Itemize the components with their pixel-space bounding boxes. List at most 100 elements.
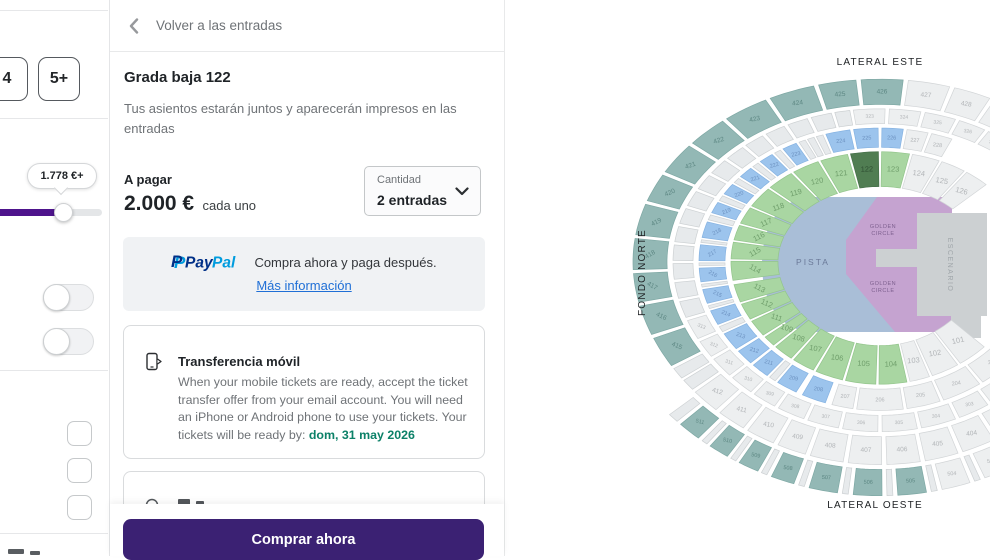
pista-label: PISTA — [796, 257, 830, 267]
map-section-label: 205 — [916, 392, 926, 399]
mobile-transfer-card: Transferencia móvil When your mobile tic… — [123, 325, 485, 459]
map-section-small — [675, 281, 698, 299]
map-section-small — [680, 298, 705, 318]
paypal-banner: P P Pay Pal Compra ahora y paga después.… — [123, 237, 485, 311]
map-section-label: 505 — [906, 478, 915, 484]
map-section-label: 226 — [887, 135, 896, 141]
map-label-lateral-oeste: LATERAL OESTE — [790, 500, 960, 511]
divider — [0, 10, 108, 11]
svg-text:Pay: Pay — [185, 255, 214, 272]
stadium-map[interactable]: PISTA GOLDEN CIRCLE GOLDEN CIRCLE ESCENA… — [505, 0, 990, 556]
filter-checkbox-2[interactable] — [67, 458, 92, 483]
transfer-title: Transferencia móvil — [178, 354, 300, 369]
stage-label: ESCENARIO — [946, 238, 953, 293]
svg-text:Pal: Pal — [212, 255, 236, 272]
pay-label: A pagar — [124, 172, 172, 187]
divider — [0, 533, 108, 534]
map-section-label: 306 — [857, 420, 866, 426]
filter-toggle-1[interactable] — [43, 284, 94, 311]
map-section-label: 427 — [920, 92, 932, 100]
map-section-label: 103 — [907, 355, 920, 365]
map-section-label: 304 — [932, 413, 941, 420]
section-subtitle: Tus asientos estarán juntos y aparecerán… — [124, 99, 486, 138]
map-section-label: 409 — [792, 433, 804, 441]
map-section-label: 307 — [821, 414, 830, 421]
map-section-small — [886, 469, 893, 495]
clipped-text-fragment — [30, 551, 40, 555]
price-row: 2.000 € cada uno — [124, 192, 256, 216]
map-section-label: 104 — [884, 359, 897, 368]
map-section-label: 426 — [877, 89, 888, 96]
quantity-select[interactable]: Cantidad 2 entradas — [364, 166, 481, 216]
golden-circle-label: CIRCLE — [871, 288, 894, 294]
paypal-logo-icon: P P Pay Pal — [171, 252, 247, 272]
map-section-label: 121 — [834, 168, 847, 178]
golden-circle-label: GOLDEN — [870, 224, 896, 230]
filter-sidebar: 4 5+ 1.778 €+ — [0, 0, 110, 556]
map-section-label: 408 — [825, 442, 837, 450]
map-section-small — [688, 192, 715, 212]
divider — [0, 118, 108, 119]
map-section-label: 406 — [896, 446, 907, 453]
filter-checkbox-1[interactable] — [67, 421, 92, 446]
stadium-map-panel: PISTA GOLDEN CIRCLE GOLDEN CIRCLE ESCENA… — [505, 0, 990, 556]
map-section-small — [766, 126, 793, 146]
transfer-body: When your mobile tickets are ready, acce… — [178, 374, 470, 444]
map-section-label: 325 — [933, 120, 942, 127]
price-slider-thumb[interactable] — [54, 203, 73, 222]
golden-circle-label: CIRCLE — [871, 231, 894, 237]
qty-filter-4-button[interactable]: 4 — [0, 57, 28, 101]
paypal-more-info-link[interactable]: Más información — [256, 278, 351, 293]
map-section-small — [680, 209, 705, 228]
map-section-small — [811, 113, 836, 131]
paypal-text: Compra ahora y paga después. — [254, 255, 436, 270]
map-section-label: 508 — [783, 465, 793, 472]
back-to-tickets-link[interactable]: Volver a las entradas — [110, 0, 504, 52]
map-section-label: 407 — [861, 447, 872, 454]
svg-text:P: P — [171, 252, 183, 271]
map-section-label: 424 — [792, 99, 804, 107]
map-section-label: 504 — [947, 471, 957, 478]
map-label-lateral-este: LATERAL ESTE — [795, 57, 965, 68]
filter-toggle-2[interactable] — [43, 328, 94, 355]
map-section-label: 323 — [865, 114, 874, 120]
map-stage-catwalk — [876, 249, 917, 267]
price-slider-track[interactable] — [0, 209, 102, 216]
map-section-small — [673, 245, 694, 261]
quantity-select-value: 2 entradas — [377, 192, 447, 208]
map-section-label: 228 — [933, 142, 943, 149]
map-section-label: 123 — [887, 164, 900, 173]
buy-now-button[interactable]: Comprar ahora — [123, 519, 484, 560]
map-section-label: 225 — [862, 135, 871, 141]
chevron-down-icon — [455, 187, 469, 196]
golden-circle-label: GOLDEN — [870, 281, 896, 287]
map-section-small — [926, 465, 938, 492]
map-section-small — [699, 263, 725, 266]
map-section-small — [698, 176, 725, 196]
map-section-label: 105 — [857, 359, 870, 369]
map-section-small — [835, 111, 853, 128]
map-section-label: 405 — [932, 440, 944, 448]
filter-checkbox-3[interactable] — [67, 495, 92, 520]
map-section-label: 124 — [912, 168, 925, 178]
price-slider-tooltip: 1.778 €+ — [27, 163, 97, 189]
price-suffix: cada uno — [203, 198, 257, 213]
toggle-knob — [43, 328, 70, 355]
map-section-label: 208 — [813, 386, 823, 393]
chevron-left-icon — [129, 18, 139, 34]
map-section-label: 425 — [834, 91, 846, 99]
map-section-label: 207 — [840, 394, 850, 401]
map-section-label: 102 — [928, 348, 942, 359]
clipped-text-fragment — [8, 549, 24, 554]
ticket-detail-panel: Volver a las entradas Grada baja 122 Tus… — [110, 0, 505, 556]
map-section-label: 324 — [900, 114, 909, 120]
paypal-line: P P Pay Pal Compra ahora y paga después. — [123, 252, 485, 272]
mobile-phone-icon — [143, 352, 163, 372]
toggle-knob — [43, 284, 70, 311]
qty-filter-5plus-button[interactable]: 5+ — [38, 57, 80, 101]
map-section-label: 507 — [822, 475, 832, 482]
map-section-small — [788, 119, 814, 139]
quantity-select-label: Cantidad — [377, 174, 421, 186]
map-section-label: 206 — [875, 397, 884, 403]
map-section-label: 106 — [830, 352, 844, 362]
